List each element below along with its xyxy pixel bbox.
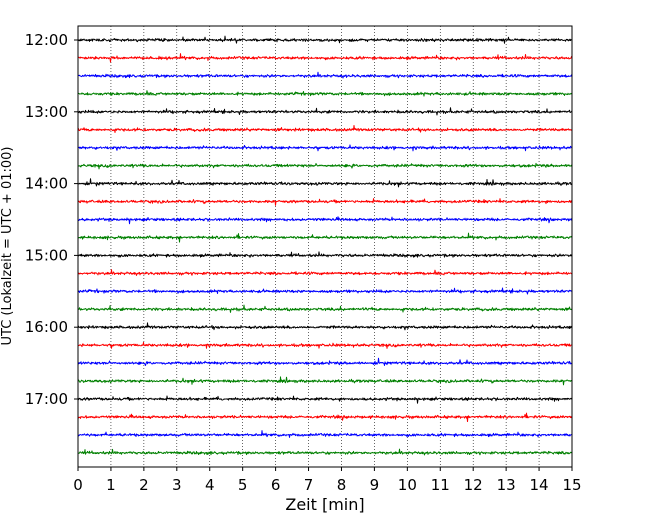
trace-line <box>77 412 573 423</box>
x-tick-label: 0 <box>73 476 83 494</box>
trace-line <box>77 357 573 366</box>
trace-line <box>77 107 573 116</box>
x-tick-label: 15 <box>562 476 581 494</box>
x-tick-label: 5 <box>238 476 248 494</box>
x-tick-label: 10 <box>398 476 417 494</box>
x-tick-label: 7 <box>304 476 314 494</box>
trace-line <box>77 322 573 331</box>
trace-line <box>77 448 573 456</box>
trace-line <box>77 304 573 313</box>
trace-line <box>77 287 573 295</box>
x-axis-ticks: 0 1 2 3 4 5 6 7 8 9 10 11 12 13 14 15 <box>73 467 582 494</box>
trace-line <box>77 198 573 206</box>
trace-line <box>77 53 573 63</box>
y-axis-label: UTC (Lokalzeit = UTC + 01:00) <box>0 147 15 346</box>
trace-line <box>77 251 573 258</box>
y-axis-ticks: 12:00 13:00 14:00 15:00 16:00 17:00 <box>25 31 78 408</box>
trace-line <box>77 269 573 276</box>
trace-line <box>77 35 573 44</box>
y-tick-label: 16:00 <box>25 318 68 336</box>
x-tick-label: 2 <box>139 476 149 494</box>
trace-line <box>77 341 573 349</box>
x-tick-label: 6 <box>271 476 281 494</box>
trace-line <box>77 395 573 404</box>
x-tick-label: 14 <box>530 476 549 494</box>
x-tick-label: 11 <box>431 476 450 494</box>
y-tick-label: 17:00 <box>25 390 68 408</box>
x-tick-label: 9 <box>370 476 380 494</box>
x-tick-label: 8 <box>337 476 347 494</box>
trace-group <box>77 35 573 456</box>
y-tick-label: 12:00 <box>25 31 68 49</box>
trace-line <box>77 162 573 170</box>
trace-line <box>77 232 573 243</box>
x-tick-label: 3 <box>172 476 182 494</box>
x-tick-label: 1 <box>106 476 116 494</box>
plot-frame <box>77 25 573 468</box>
trace-line <box>77 178 573 188</box>
x-tick-label: 12 <box>464 476 483 494</box>
x-axis-label: Zeit [min] <box>285 495 364 514</box>
y-tick-label: 15:00 <box>25 246 68 264</box>
x-tick-label: 4 <box>205 476 215 494</box>
x-tick-label: 13 <box>497 476 516 494</box>
trace-line <box>77 216 573 225</box>
trace-line <box>77 124 573 133</box>
y-tick-label: 14:00 <box>25 175 68 193</box>
y-tick-label: 13:00 <box>25 103 68 121</box>
trace-line <box>77 90 573 97</box>
trace-line <box>77 71 573 79</box>
trace-line <box>77 430 573 438</box>
trace-line <box>77 144 573 152</box>
trace-line <box>77 376 573 386</box>
